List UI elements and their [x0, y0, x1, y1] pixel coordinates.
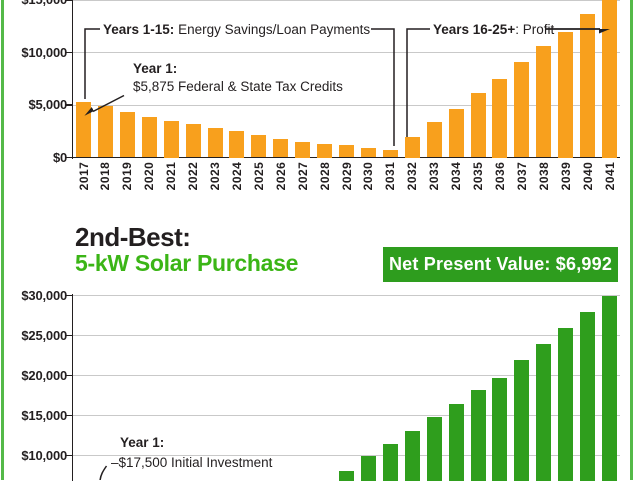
net-present-value-badge: Net Present Value: $6,992	[383, 247, 618, 282]
y-axis-label-25000: $25,000	[0, 328, 67, 344]
bar-2039	[558, 328, 573, 481]
annotation-years-16-25-bold: Years 16-25+	[433, 22, 515, 37]
annotation-years-16-25-text: : Profit	[515, 22, 554, 37]
gridline-30000	[73, 295, 620, 296]
bar-2033	[427, 417, 442, 481]
bar-2030	[361, 456, 376, 481]
annotation-year1-detail-top: $5,875 Federal & State Tax Credits	[133, 79, 343, 94]
y-axis-label-15000: $15,000	[0, 408, 67, 424]
annotation-year1-label-top: Year 1:	[133, 61, 177, 76]
bar-2038	[536, 344, 551, 481]
bar-2036	[492, 378, 507, 481]
bar-2032	[405, 431, 420, 481]
y-axis-label-30000: $30,000	[0, 288, 67, 304]
y-axis-label-10000: $10,000	[0, 448, 67, 464]
bar-2037	[514, 360, 529, 481]
annotation-years-1-15: Years 1-15: Energy Savings/Loan Payments	[103, 22, 370, 37]
annotation-years-1-15-bold: Years 1-15:	[103, 22, 174, 37]
annotation-year1-detail-bottom: –$17,500 Initial Investment	[111, 455, 272, 470]
annotation-years-1-15-text: Energy Savings/Loan Payments	[174, 22, 370, 37]
bar-2035	[471, 390, 486, 481]
bar-2029	[339, 471, 354, 481]
bar-2031	[383, 444, 398, 481]
gridline-25000	[73, 335, 620, 336]
y-axis-label-20000: $20,000	[0, 368, 67, 384]
chart-title: 2nd-Best:	[75, 222, 190, 253]
bar-2041	[602, 296, 617, 481]
annotation-years-16-25: Years 16-25+: Profit	[433, 22, 554, 37]
bar-2034	[449, 404, 464, 481]
y-axis-line	[72, 294, 74, 481]
bar-2040	[580, 312, 595, 481]
chart-subtitle: 5-kW Solar Purchase	[75, 250, 298, 277]
annotation-year1-label-bottom: Year 1:	[120, 435, 164, 450]
